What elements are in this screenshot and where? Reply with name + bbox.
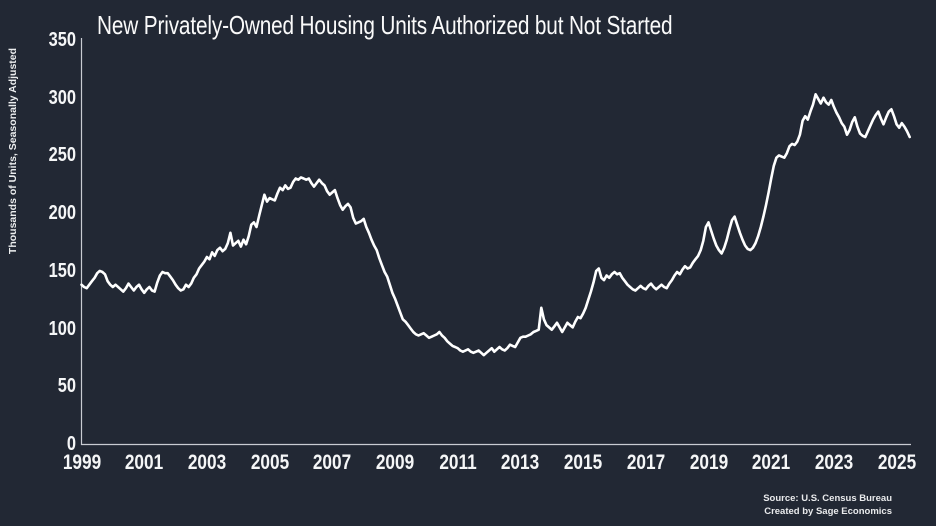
x-tick-label: 2017 — [626, 451, 665, 474]
y-tick-label: 50 — [57, 375, 76, 398]
y-tick-label: 0 — [66, 433, 76, 455]
y-tick-label: 250 — [48, 144, 76, 167]
y-tick-label: 350 — [48, 29, 76, 51]
x-tick-label: 2001 — [125, 451, 164, 474]
source-attribution: Source: U.S. Census Bureau Created by Sa… — [763, 492, 892, 518]
x-tick-label: 2025 — [877, 451, 916, 474]
x-tick-label: 2011 — [439, 451, 477, 474]
y-tick-label: 100 — [48, 317, 76, 340]
x-tick-label: 2009 — [375, 451, 415, 474]
y-tick-label: 300 — [48, 86, 76, 109]
chart-title: New Privately-Owned Housing Units Author… — [97, 10, 673, 40]
data-line — [80, 93, 912, 357]
axes — [80, 38, 911, 446]
credit-line: Created by Sage Economics — [764, 506, 892, 517]
x-tick-label: 1999 — [62, 451, 101, 474]
x-tick-label: 2015 — [563, 451, 603, 474]
x-tick-label: 2013 — [501, 451, 540, 474]
y-tick-label: 150 — [48, 259, 76, 282]
y-axis-title: Thousands of Units, Seasonally Adjusted — [7, 47, 19, 255]
source-line: Source: U.S. Census Bureau — [763, 493, 892, 504]
x-tick-label: 2007 — [313, 451, 352, 474]
x-tick-label: 2019 — [689, 451, 728, 474]
x-tick-label: 2021 — [752, 451, 791, 474]
y-tick-label: 200 — [48, 202, 76, 225]
x-tick-label: 2003 — [187, 451, 227, 474]
x-tick-label: 2005 — [250, 451, 289, 474]
x-tick-label: 2023 — [814, 451, 854, 474]
